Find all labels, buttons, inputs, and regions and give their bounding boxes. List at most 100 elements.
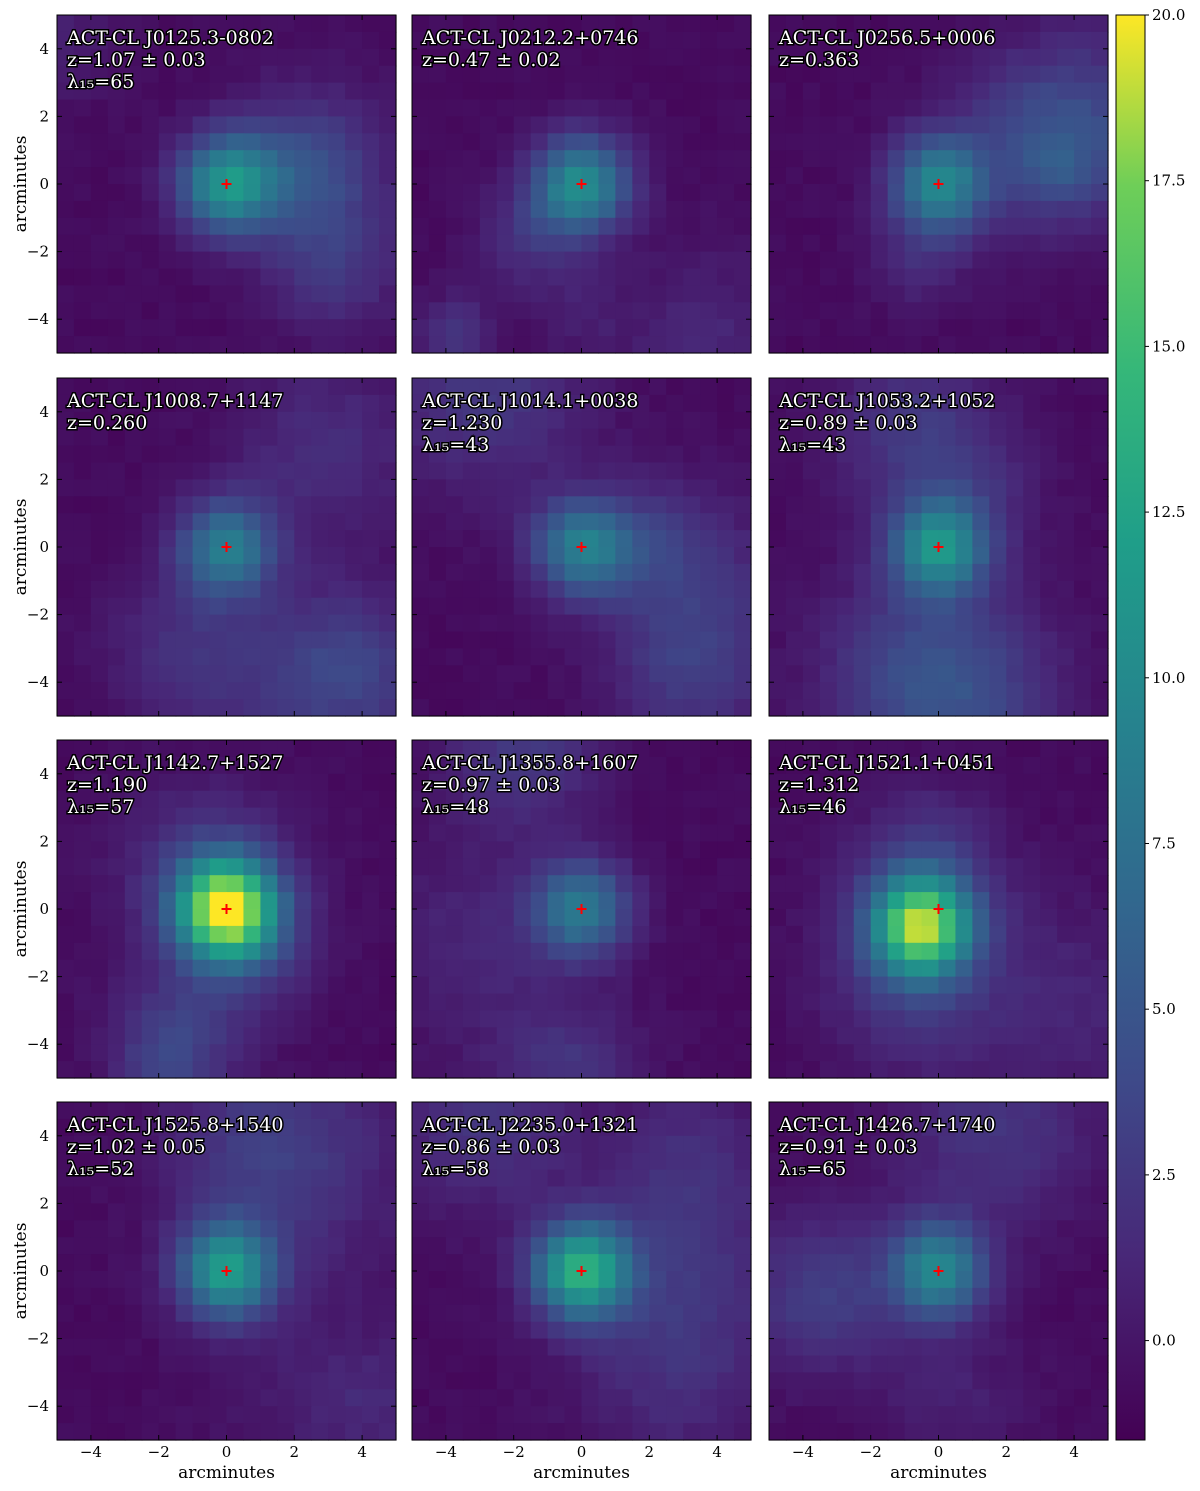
heatmap-cell <box>598 234 616 253</box>
heatmap-cell <box>73 976 92 995</box>
heatmap-cell <box>328 530 346 548</box>
heatmap-cell <box>904 790 923 809</box>
heatmap-cell <box>328 462 346 480</box>
heatmap-cell <box>462 251 481 270</box>
heatmap-cell <box>496 200 515 219</box>
heatmap-cell <box>564 1423 583 1441</box>
heatmap-cell <box>581 65 600 84</box>
heatmap-cell <box>362 251 380 270</box>
heatmap-cell <box>649 976 667 995</box>
heatmap-cell <box>158 614 177 633</box>
heatmap-cell <box>379 1423 397 1441</box>
heatmap-cell <box>819 631 838 649</box>
heatmap-cell <box>277 217 295 236</box>
heatmap-cell <box>955 378 973 396</box>
heatmap-cell <box>496 1406 515 1424</box>
heatmap-cell <box>649 1372 667 1390</box>
heatmap-cell <box>683 302 701 320</box>
heatmap-cell <box>226 336 245 354</box>
heatmap-cell <box>921 807 940 826</box>
heatmap-cell <box>141 925 160 944</box>
heatmap-cell <box>496 976 515 995</box>
heatmap-cell <box>632 462 650 480</box>
heatmap-cell <box>802 336 821 354</box>
heatmap-cell <box>819 959 838 978</box>
heatmap-cell <box>462 1338 481 1357</box>
heatmap-cell <box>700 445 718 464</box>
heatmap-cell <box>700 428 718 447</box>
heatmap-cell <box>1006 665 1024 683</box>
heatmap-cell <box>260 1186 278 1204</box>
heatmap-cell <box>836 682 855 700</box>
heatmap-cell <box>1023 116 1041 134</box>
heatmap-cell <box>107 1237 126 1255</box>
heatmap-cell <box>362 614 380 633</box>
heatmap-cell <box>226 302 245 320</box>
heatmap-cell <box>887 580 906 599</box>
heatmap-cell <box>1006 614 1024 633</box>
heatmap-cell <box>379 479 397 497</box>
heatmap-cell <box>615 959 633 978</box>
heatmap-cell <box>887 48 906 67</box>
heatmap-cell <box>73 942 92 961</box>
heatmap-cell <box>1006 976 1024 995</box>
heatmap-cell <box>972 756 990 775</box>
heatmap-cell <box>598 909 616 927</box>
heatmap-cell <box>938 411 957 430</box>
heatmap-cell <box>513 336 532 354</box>
heatmap-cell <box>73 790 92 809</box>
heatmap-cell <box>141 841 160 859</box>
heatmap-cell <box>904 65 923 84</box>
heatmap-cell <box>769 807 787 826</box>
heatmap-cell <box>989 1220 1007 1238</box>
heatmap-cell <box>921 993 940 1011</box>
heatmap-cell <box>972 65 990 84</box>
heatmap-cell <box>819 993 838 1011</box>
heatmap-cell <box>769 428 787 447</box>
heatmap-cell <box>90 319 109 337</box>
heatmap-cell <box>734 378 752 396</box>
heatmap-cell <box>412 479 430 497</box>
heatmap-cell <box>938 1044 957 1062</box>
heatmap-cell <box>479 1423 498 1441</box>
heatmap-cell <box>904 1237 923 1255</box>
heatmap-cell <box>819 1287 838 1306</box>
heatmap-cell <box>107 1271 126 1289</box>
heatmap-cell <box>1057 665 1075 683</box>
heatmap-cell <box>870 251 889 270</box>
heatmap-cell <box>192 807 211 826</box>
heatmap-cell <box>445 513 464 531</box>
heatmap-cell <box>124 167 143 185</box>
heatmap-cell <box>345 993 363 1011</box>
heatmap-cell <box>445 807 464 826</box>
heatmap-cell <box>90 1010 109 1028</box>
heatmap-cell <box>362 1044 380 1062</box>
heatmap-cell <box>124 892 143 910</box>
heatmap-cell <box>379 740 397 758</box>
heatmap-cell <box>90 1169 109 1188</box>
heatmap-cell <box>513 167 532 185</box>
heatmap-cell <box>311 1203 329 1221</box>
heatmap-cell <box>802 428 821 447</box>
heatmap-cell <box>1074 31 1092 50</box>
heatmap-cell <box>294 740 312 758</box>
heatmap-cell <box>362 1152 380 1171</box>
heatmap-cell <box>124 773 143 792</box>
heatmap-cell <box>615 184 633 202</box>
heatmap-cell <box>938 99 957 117</box>
heatmap-cell <box>853 807 872 826</box>
heatmap-cell <box>819 1304 838 1323</box>
heatmap-cell <box>90 993 109 1011</box>
heatmap-cell <box>294 217 312 236</box>
richness-label: λ₁₅=65 <box>67 71 134 93</box>
heatmap-cell <box>819 479 838 497</box>
heatmap-cell <box>1040 875 1058 893</box>
heatmap-cell <box>836 217 855 236</box>
heatmap-cell <box>785 445 804 464</box>
heatmap-cell <box>581 1186 600 1204</box>
heatmap-cell <box>496 1203 515 1221</box>
heatmap-cell <box>311 217 329 236</box>
heatmap-cell <box>785 217 804 236</box>
heatmap-cell <box>598 378 616 396</box>
